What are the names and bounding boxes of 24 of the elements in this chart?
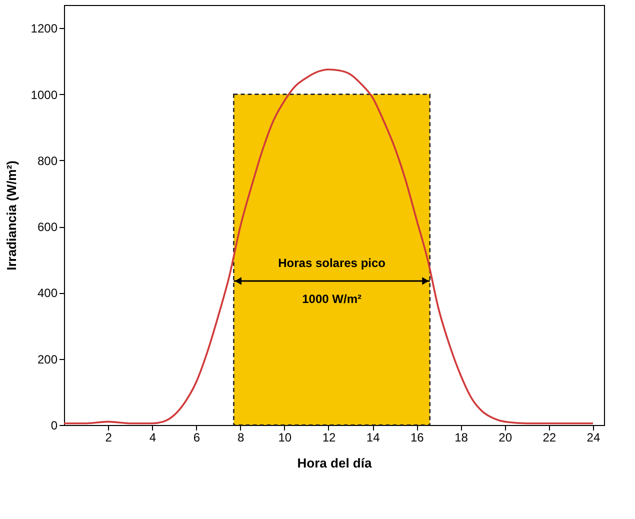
annotation: 1000 W/m² — [302, 292, 362, 306]
x-tick-label: 10 — [278, 430, 292, 444]
y-tick-label: 1200 — [30, 22, 58, 36]
x-tick-label: 12 — [322, 430, 336, 444]
x-tick-label: 18 — [454, 430, 468, 444]
x-tick-label: 20 — [498, 430, 512, 444]
x-tick-label: 24 — [586, 430, 600, 444]
x-tick-label: 2 — [105, 430, 112, 444]
y-tick-label: 1000 — [30, 88, 58, 102]
y-tick-label: 0 — [50, 418, 58, 432]
y-axis-title: Irradiancia (W/m²) — [4, 160, 19, 270]
line-series — [63, 68, 594, 424]
y-tick-label: 200 — [37, 352, 58, 366]
annotation: Horas solares pico — [278, 256, 386, 270]
y-tick-label: 800 — [37, 154, 58, 168]
x-tick-label: 8 — [237, 430, 244, 444]
x-tick-label: 16 — [410, 430, 424, 444]
x-tick-label: 14 — [366, 430, 380, 444]
x-tick-label: 6 — [193, 430, 200, 444]
x-tick-label: 4 — [149, 430, 156, 444]
x-tick-label: 22 — [542, 430, 556, 444]
y-tick-label: 600 — [37, 220, 58, 234]
y-tick-label: 400 — [37, 286, 58, 300]
x-axis-title: Hora del día — [297, 456, 372, 470]
